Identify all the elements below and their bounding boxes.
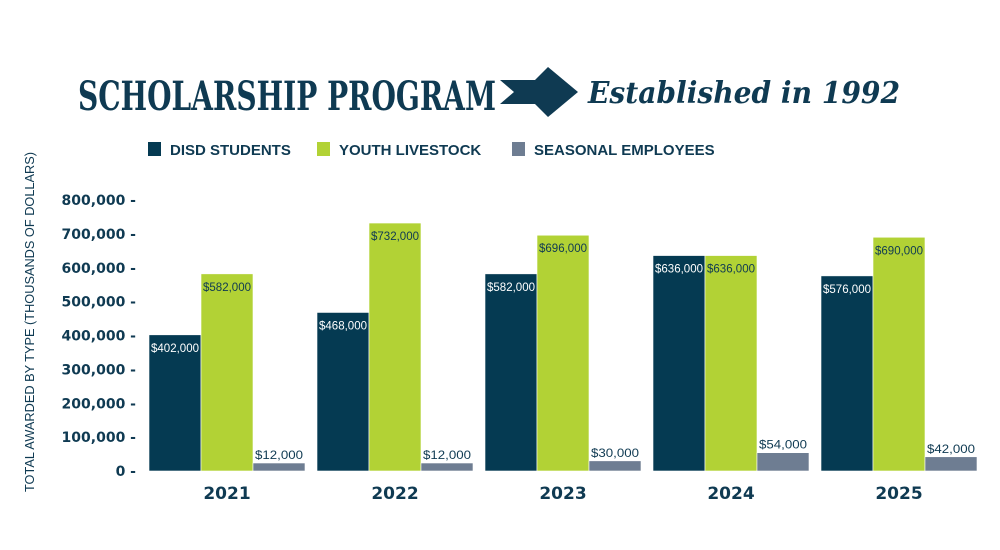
data-label: $12,000 <box>255 450 303 462</box>
legend-label: YOUTH LIVESTOCK <box>339 142 481 159</box>
data-label: $690,000 <box>875 245 923 257</box>
data-label: $54,000 <box>759 440 807 452</box>
bar <box>756 452 810 472</box>
data-label: $582,000 <box>487 282 535 294</box>
data-label: $636,000 <box>707 264 755 276</box>
legend-swatch <box>317 142 330 156</box>
bar <box>924 456 978 472</box>
y-axis-label: TOTAL AWARDED BY TYPE (THOUSANDS OF DOLL… <box>23 152 37 492</box>
y-axis: 800,000 - 700,000 - 600,000 - 500,000 - 400,… <box>62 193 137 480</box>
bar <box>252 462 306 472</box>
data-label: $42,000 <box>927 444 975 456</box>
bar <box>872 236 926 472</box>
y-tick-label: 800,000 - <box>62 193 137 209</box>
x-tick-label: 2021 <box>203 484 250 504</box>
y-tick-label: 100,000 - <box>62 430 137 446</box>
y-tick-label: 0 - <box>116 464 137 480</box>
legend-swatch <box>148 142 161 156</box>
y-tick-label: 500,000 - <box>62 295 137 311</box>
y-tick-label: 200,000 - <box>62 396 137 412</box>
data-label: $732,000 <box>371 231 419 243</box>
data-label: $12,000 <box>423 450 471 462</box>
bar <box>148 334 202 472</box>
data-label: $576,000 <box>823 284 871 296</box>
bar <box>368 222 422 472</box>
legend-label: DISD STUDENTS <box>170 142 291 159</box>
chart-subtitle: Established in 1992 <box>587 76 900 111</box>
bar <box>316 312 370 472</box>
data-label: $582,000 <box>203 282 251 294</box>
bar <box>704 255 758 472</box>
data-label: $636,000 <box>655 264 703 276</box>
y-tick-label: 700,000 - <box>62 227 137 243</box>
bar <box>484 273 538 472</box>
arrow-icon <box>500 67 578 117</box>
bar <box>536 234 590 472</box>
bar <box>200 273 254 472</box>
data-label: $402,000 <box>151 343 199 355</box>
data-label: $468,000 <box>319 320 367 332</box>
x-tick-label: 2023 <box>539 484 586 504</box>
x-tick-label: 2024 <box>707 484 754 504</box>
data-label: $696,000 <box>539 243 587 255</box>
bar <box>420 462 474 472</box>
x-tick-label: 2025 <box>875 484 922 504</box>
x-tick-label: 2022 <box>371 484 418 504</box>
bar <box>652 255 706 472</box>
bars: $402,000 $582,000 $12,000 2021 $468,000 $732,… <box>148 222 978 504</box>
data-label: $30,000 <box>591 448 639 460</box>
y-tick-label: 600,000 - <box>62 261 137 277</box>
bar <box>588 460 642 472</box>
y-tick-label: 300,000 - <box>62 362 137 378</box>
chart-title: SCHOLARSHIP PROGRAM <box>78 73 496 120</box>
legend-swatch <box>512 142 525 156</box>
y-tick-label: 400,000 - <box>62 329 137 345</box>
legend-label: SEASONAL EMPLOYEES <box>534 142 715 159</box>
legend: DISD STUDENTS YOUTH LIVESTOCK SEASONAL EMP… <box>148 142 715 159</box>
bar <box>820 275 874 472</box>
